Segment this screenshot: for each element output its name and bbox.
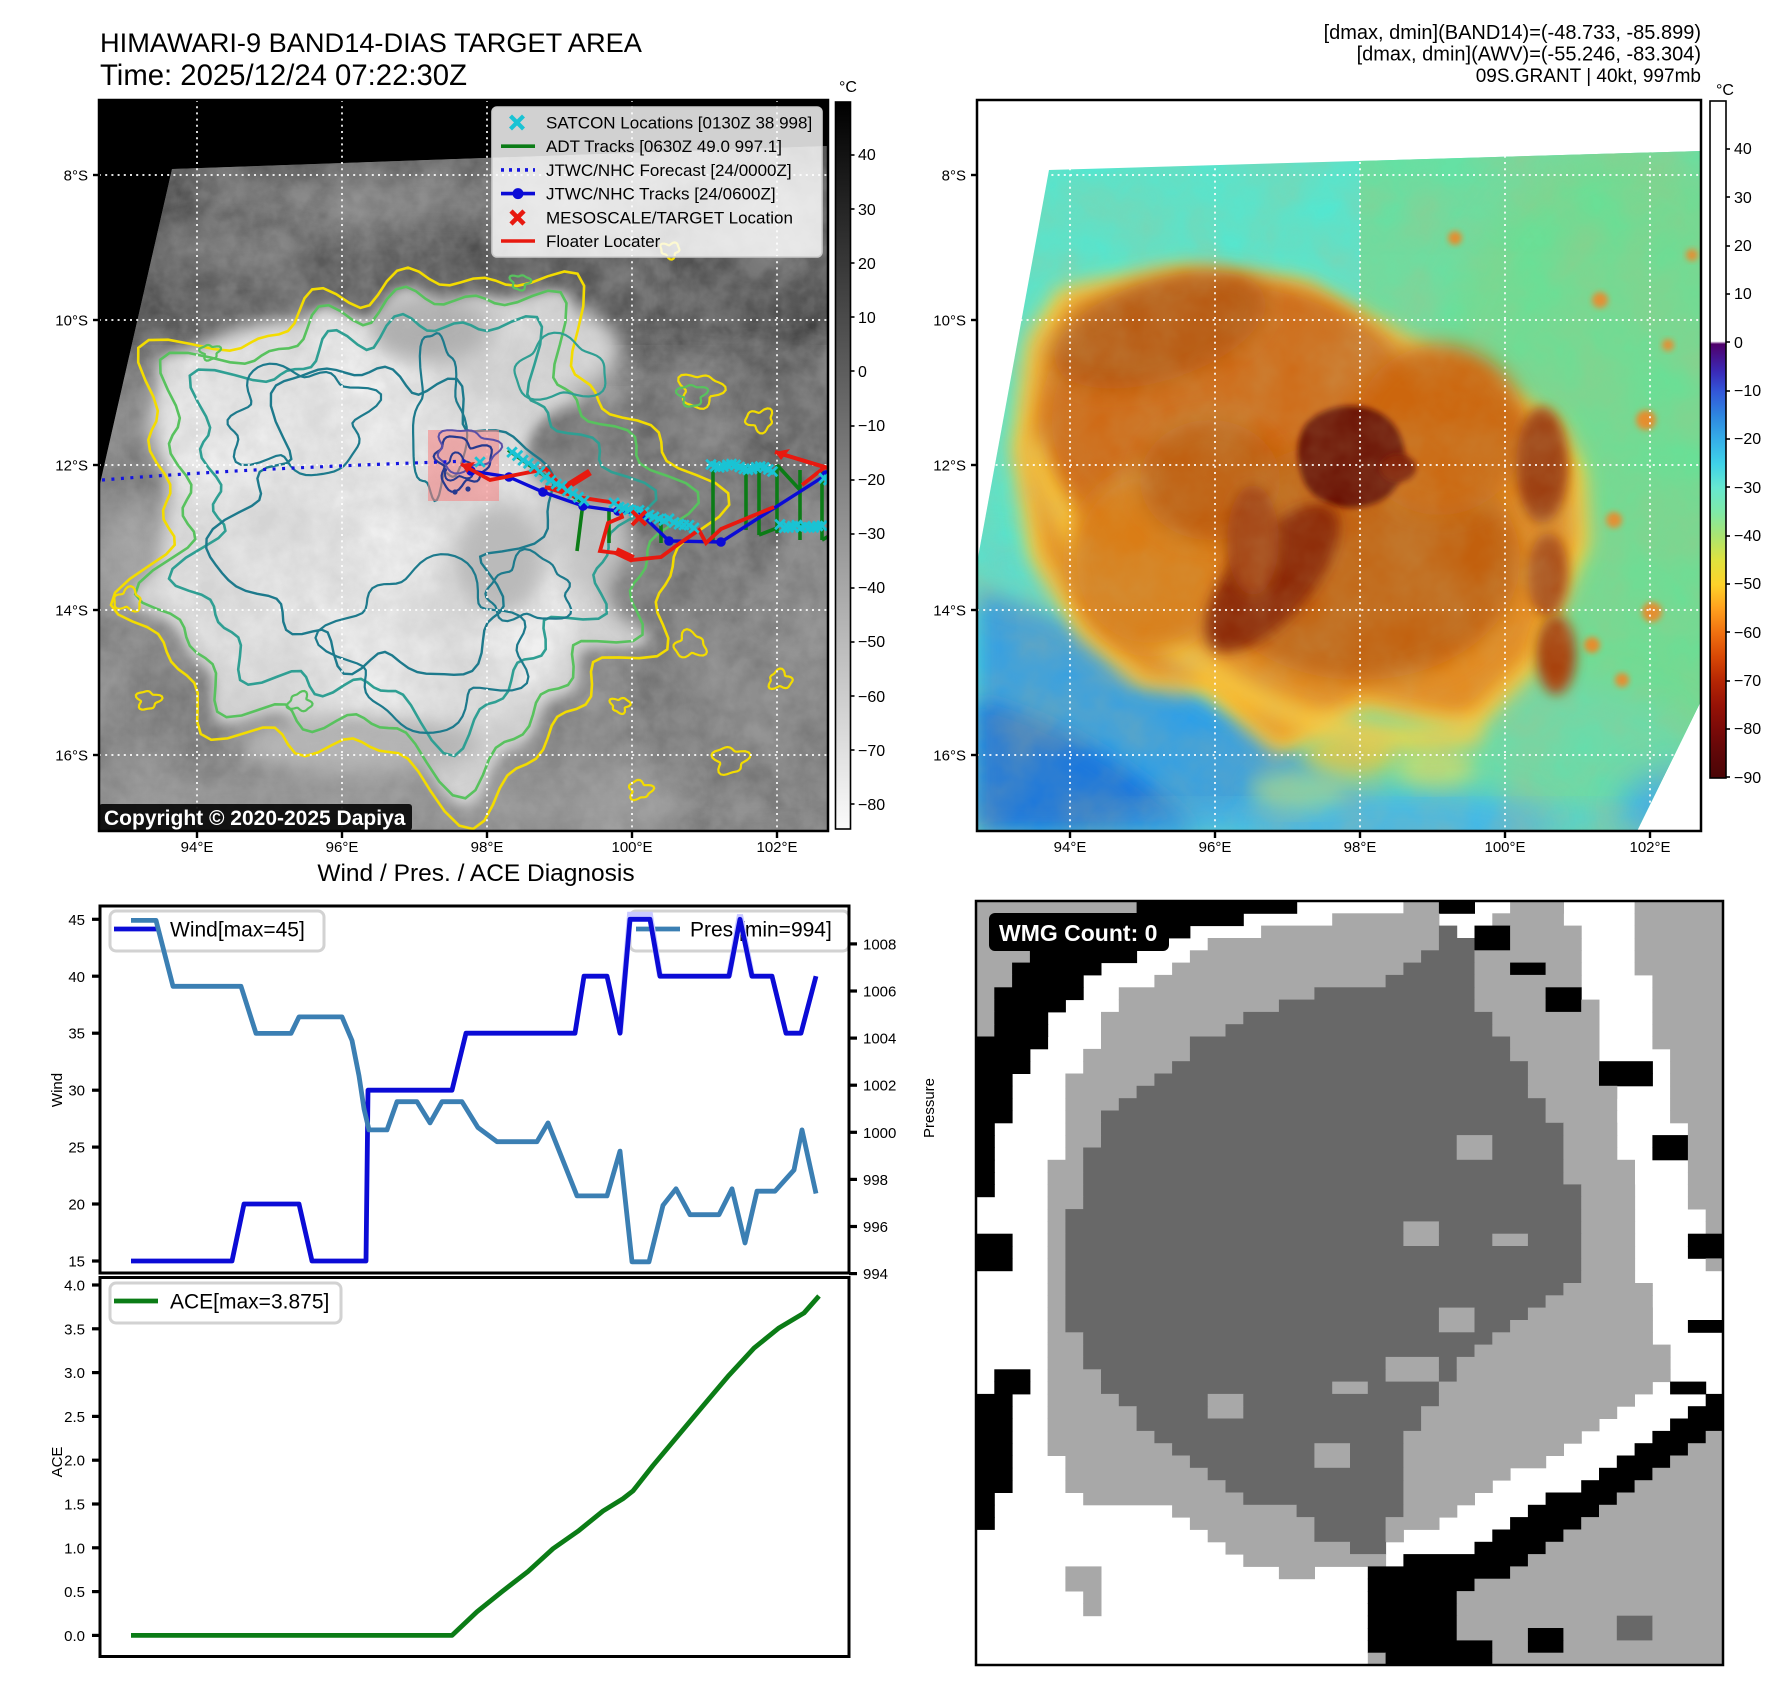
svg-text:HIMAWARI-9 BAND14-DIAS TARGET: HIMAWARI-9 BAND14-DIAS TARGET AREA: [100, 27, 643, 58]
svg-text:10°S: 10°S: [55, 313, 88, 330]
svg-text:Time: 2025/12/24 07:22:30Z: Time: 2025/12/24 07:22:30Z: [100, 59, 467, 92]
svg-text:°C: °C: [839, 79, 857, 96]
svg-text:Wind[max=45]: Wind[max=45]: [170, 919, 305, 942]
svg-text:10: 10: [858, 310, 876, 327]
svg-text:40: 40: [1734, 141, 1752, 158]
svg-text:2.5: 2.5: [64, 1409, 85, 1426]
svg-text:40: 40: [68, 969, 85, 986]
svg-text:1002: 1002: [863, 1078, 896, 1095]
svg-text:−80: −80: [858, 797, 885, 814]
svg-text:JTWC/NHC Tracks [24/0600Z]: JTWC/NHC Tracks [24/0600Z]: [546, 185, 776, 204]
svg-text:1004: 1004: [863, 1031, 896, 1048]
svg-text:−90: −90: [1734, 770, 1761, 787]
svg-text:1.5: 1.5: [64, 1497, 85, 1514]
svg-text:−50: −50: [1734, 576, 1761, 593]
svg-text:Copyright © 2020-2025 Dapiya: Copyright © 2020-2025 Dapiya: [104, 807, 406, 830]
svg-text:15: 15: [68, 1254, 85, 1271]
svg-text:−70: −70: [858, 743, 885, 760]
svg-text:−40: −40: [858, 580, 885, 597]
svg-text:40: 40: [858, 147, 876, 164]
svg-text:12°S: 12°S: [933, 458, 966, 475]
svg-text:30: 30: [1734, 190, 1752, 207]
svg-text:94°E: 94°E: [181, 839, 214, 856]
svg-text:ACE: ACE: [49, 1447, 66, 1478]
svg-text:4.0: 4.0: [64, 1278, 85, 1295]
svg-text:Wind / Pres. / ACE Diagnosis: Wind / Pres. / ACE Diagnosis: [317, 860, 634, 887]
svg-text:0: 0: [858, 364, 867, 381]
svg-text:10: 10: [1734, 286, 1752, 303]
svg-text:MESOSCALE/TARGET Location: MESOSCALE/TARGET Location: [546, 208, 793, 227]
svg-text:−20: −20: [858, 472, 885, 489]
svg-text:45: 45: [68, 912, 85, 929]
svg-text:−30: −30: [858, 526, 885, 543]
svg-text:−10: −10: [858, 418, 885, 435]
svg-text:1.0: 1.0: [64, 1540, 85, 1557]
svg-text:09S.GRANT | 40kt, 997mb: 09S.GRANT | 40kt, 997mb: [1476, 66, 1701, 87]
svg-text:16°S: 16°S: [933, 748, 966, 765]
svg-text:100°E: 100°E: [1484, 839, 1525, 856]
svg-text:14°S: 14°S: [55, 603, 88, 620]
svg-text:35: 35: [68, 1026, 85, 1043]
svg-text:1008: 1008: [863, 936, 896, 953]
svg-text:20: 20: [68, 1197, 85, 1214]
svg-text:8°S: 8°S: [64, 168, 88, 185]
svg-text:16°S: 16°S: [55, 748, 88, 765]
svg-text:996: 996: [863, 1219, 888, 1236]
svg-text:0.5: 0.5: [64, 1584, 85, 1601]
svg-text:100°E: 100°E: [611, 839, 652, 856]
svg-text:Floater Locater: Floater Locater: [546, 232, 661, 251]
svg-text:20: 20: [1734, 238, 1752, 255]
svg-text:30: 30: [68, 1083, 85, 1100]
svg-text:−20: −20: [1734, 431, 1761, 448]
svg-text:1000: 1000: [863, 1125, 896, 1142]
svg-text:ACE[max=3.875]: ACE[max=3.875]: [170, 1291, 329, 1314]
svg-text:−10: −10: [1734, 383, 1761, 400]
svg-text:−60: −60: [1734, 625, 1761, 642]
svg-text:994: 994: [863, 1266, 888, 1283]
svg-text:20: 20: [858, 256, 876, 273]
svg-text:102°E: 102°E: [1629, 839, 1670, 856]
svg-text:14°S: 14°S: [933, 603, 966, 620]
svg-text:−70: −70: [1734, 673, 1761, 690]
svg-text:8°S: 8°S: [942, 168, 966, 185]
svg-text:SATCON Locations [0130Z 38 998: SATCON Locations [0130Z 38 998]: [546, 114, 812, 133]
svg-text:102°E: 102°E: [756, 839, 797, 856]
svg-text:−80: −80: [1734, 721, 1761, 738]
svg-text:Wind: Wind: [49, 1073, 66, 1107]
svg-text:WMG Count: 0: WMG Count: 0: [999, 920, 1157, 946]
svg-text:10°S: 10°S: [933, 313, 966, 330]
svg-text:[dmax, dmin](BAND14)=(-48.733,: [dmax, dmin](BAND14)=(-48.733, -85.899): [1324, 22, 1701, 44]
svg-text:Pressure: Pressure: [921, 1078, 938, 1138]
svg-text:0: 0: [1734, 335, 1743, 352]
svg-text:0.0: 0.0: [64, 1628, 85, 1645]
svg-text:1006: 1006: [863, 984, 896, 1001]
svg-text:−40: −40: [1734, 528, 1761, 545]
svg-text:JTWC/NHC Forecast [24/0000Z]: JTWC/NHC Forecast [24/0000Z]: [546, 161, 792, 180]
svg-text:998: 998: [863, 1172, 888, 1189]
svg-text:96°E: 96°E: [1199, 839, 1232, 856]
svg-text:Pres.[min=994]: Pres.[min=994]: [690, 919, 832, 942]
svg-text:3.5: 3.5: [64, 1321, 85, 1338]
svg-text:94°E: 94°E: [1054, 839, 1087, 856]
svg-text:[dmax, dmin](AWV)=(-55.246, -8: [dmax, dmin](AWV)=(-55.246, -83.304): [1357, 44, 1701, 66]
svg-text:°C: °C: [1716, 82, 1734, 99]
svg-text:−30: −30: [1734, 480, 1761, 497]
svg-text:−60: −60: [858, 689, 885, 706]
svg-text:ADT Tracks [0630Z 49.0 997.1]: ADT Tracks [0630Z 49.0 997.1]: [546, 137, 782, 156]
svg-text:2.0: 2.0: [64, 1453, 85, 1470]
svg-text:−50: −50: [858, 634, 885, 651]
svg-text:25: 25: [68, 1140, 85, 1157]
svg-text:96°E: 96°E: [326, 839, 359, 856]
svg-text:12°S: 12°S: [55, 458, 88, 475]
svg-text:30: 30: [858, 202, 876, 219]
svg-text:98°E: 98°E: [471, 839, 504, 856]
svg-text:98°E: 98°E: [1344, 839, 1377, 856]
svg-text:3.0: 3.0: [64, 1365, 85, 1382]
